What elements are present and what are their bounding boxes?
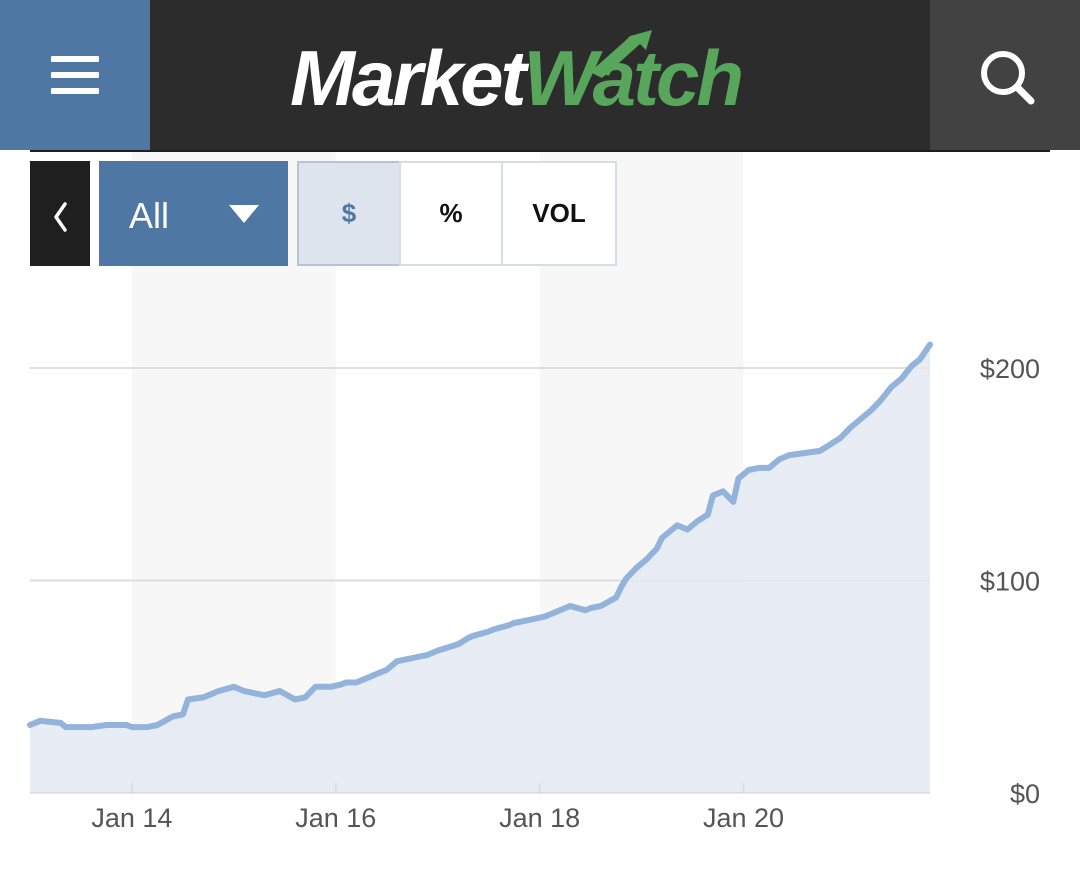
menu-button[interactable] xyxy=(0,0,150,150)
mode-percent-button[interactable]: % xyxy=(399,161,503,266)
chevron-left-icon xyxy=(54,202,67,232)
caret-down-icon xyxy=(229,205,259,223)
back-button[interactable] xyxy=(30,161,90,266)
hamburger-menu-icon-bar xyxy=(51,88,99,94)
logo-watch-text: Watch xyxy=(523,34,744,122)
x-tick-label: Jan 14 xyxy=(91,803,172,833)
search-icon xyxy=(981,51,1035,105)
x-tick-label: Jan 18 xyxy=(499,803,580,833)
x-tick-label: Jan 20 xyxy=(703,803,784,833)
header-divider xyxy=(30,150,1050,152)
mode-dollar-button[interactable]: $ xyxy=(297,161,401,266)
y-tick-label: $200 xyxy=(980,354,1040,384)
marketwatch-logo[interactable]: MarketWatch xyxy=(290,28,810,128)
logo-market-text: Market xyxy=(290,34,526,122)
range-label: All xyxy=(129,195,170,236)
series-area xyxy=(30,344,930,793)
search-button[interactable] xyxy=(930,0,1080,150)
x-tick-label: Jan 16 xyxy=(295,803,376,833)
mode-volume-button[interactable]: VOL xyxy=(501,161,617,266)
range-dropdown[interactable]: All xyxy=(99,161,288,266)
app-header: MarketWatch xyxy=(0,0,1080,150)
series-line xyxy=(27,341,933,731)
hamburger-menu-icon xyxy=(51,56,99,62)
hamburger-menu-icon-bar xyxy=(51,72,99,78)
y-tick-label: $0 xyxy=(1010,779,1040,809)
y-tick-label: $100 xyxy=(980,567,1040,597)
logo-arrow-icon xyxy=(590,30,652,78)
